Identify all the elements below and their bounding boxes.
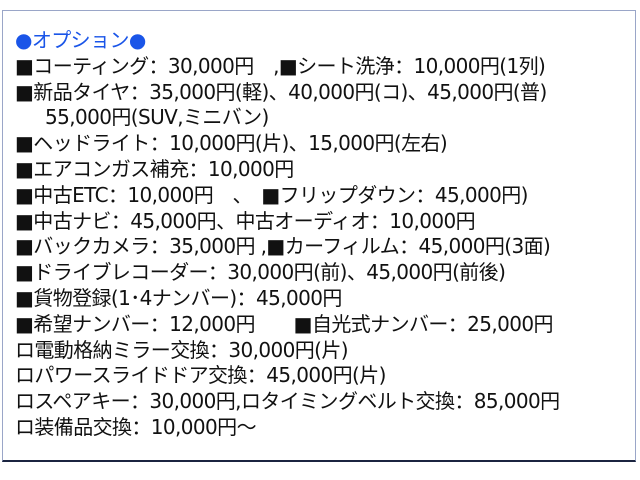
option-drive-recorder: ■ドライブレコーダー：30,000円(前)、45,000円(前後) (15, 260, 506, 285)
option-headlight: ■ヘッドライト：10,000円(片)、15,000円(左右) (15, 131, 448, 156)
option-ac-gas: ■エアコンガス補充：10,000円 (15, 156, 294, 181)
option-coating-seat: ■コーティング：30,000円 ,■シート洗浄：10,000円(1列) (15, 53, 546, 78)
option-new-tires: ■新品タイヤ：35,000円(軽)、40,000円(コ)、45,000円(普) (15, 79, 547, 104)
option-camera-film: ■バックカメラ：35,000円 ,■カーフィルム：45,000円(3面) (15, 234, 551, 259)
option-navi-audio: ■中古ナビ：45,000円、中古オーディオ：10,000円 (15, 208, 476, 233)
option-etc-flipdown: ■中古ETC：10,000円 、 ■フリップダウン：45,000円) (15, 182, 528, 207)
options-box: ●オプション● ■コーティング：30,000円 ,■シート洗浄：10,000円(… (2, 10, 636, 462)
option-spare-key-belt: ロスペアキー：30,000円,ロタイミングベルト交換：85,000円 (15, 389, 560, 414)
option-slide-door: ロパワースライドドア交換：45,000円(片) (15, 363, 386, 388)
options-list: ●オプション● ■コーティング：30,000円 ,■シート洗浄：10,000円(… (15, 28, 635, 441)
option-cargo-registration: ■貨物登録(1･4ナンバー)：45,000円 (15, 285, 342, 310)
option-new-tires-cont: 55,000円(SUV,ミニバン) (45, 105, 269, 130)
options-title: ●オプション● (15, 28, 146, 52)
option-equipment: ロ装備品交換：10,000円～ (15, 414, 257, 439)
option-plates: ■希望ナンバー：12,000円 ■自光式ナンバー：25,000円 (15, 311, 554, 336)
option-mirror: ロ電動格納ミラー交換：30,000円(片) (15, 337, 349, 362)
